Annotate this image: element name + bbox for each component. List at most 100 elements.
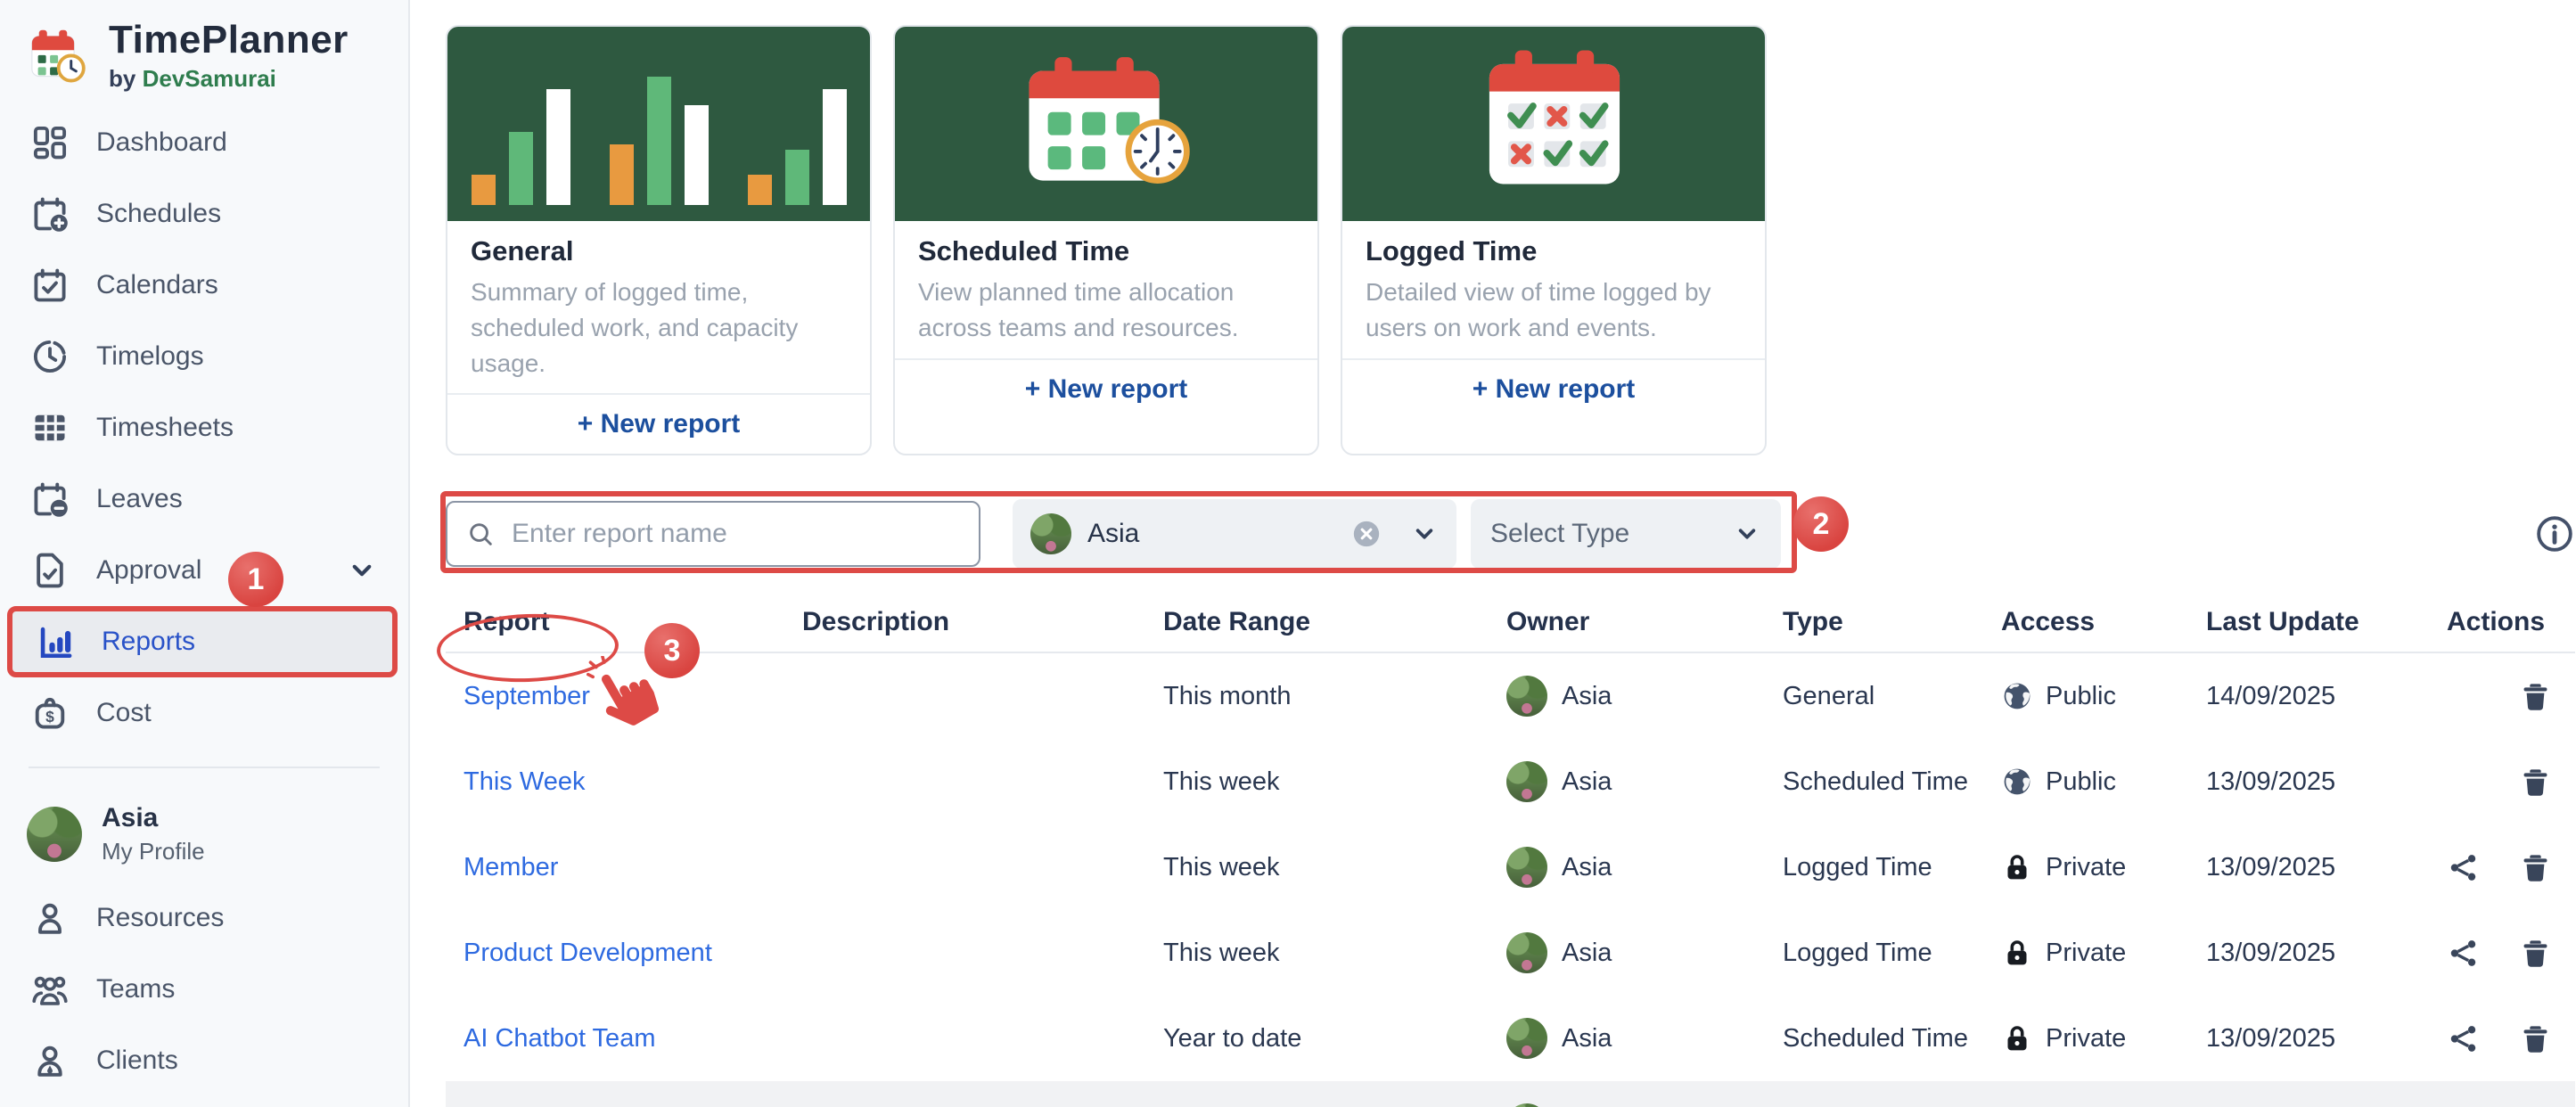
card-title: Logged Time [1366,235,1538,266]
access-label: Public [2046,767,2116,796]
sidebar-item-timesheets[interactable]: Timesheets [0,392,408,463]
sidebar-item-resources[interactable]: Resources [0,882,408,954]
sidebar-item-calendars[interactable]: Calendars [0,250,408,321]
col-report[interactable]: Report [464,607,550,637]
card-description: View planned time allocation across team… [918,278,1239,341]
annotation-step-2-badge: 2 [1793,496,1849,553]
lock-icon [2001,851,2033,883]
owner-avatar [1506,1103,1547,1107]
report-link[interactable]: Product Development [464,938,712,967]
owner-name: Asia [1562,1023,1612,1053]
table-row: September This month Asia General Privat… [446,1081,2575,1107]
report-link[interactable]: September [464,681,590,710]
owner-avatar [1506,761,1547,803]
share-icon[interactable] [2447,851,2480,884]
new-report-button[interactable]: + New report [572,408,746,440]
globe-icon [2001,680,2033,712]
last-update: 13/09/2025 [2206,767,2336,796]
sidebar-item-teams[interactable]: Teams [0,954,408,1025]
report-link[interactable]: AI Chatbot Team [464,1023,656,1053]
access-label: Private [2046,938,2127,967]
search-icon [465,519,496,549]
chevron-down-icon[interactable] [1733,520,1761,548]
app-logo: TimePlanner by DevSamurai [0,0,408,94]
trash-icon[interactable] [2519,680,2552,713]
trash-icon[interactable] [2519,1022,2552,1055]
secondary-nav: Resources Teams Clients [0,882,408,1096]
sidebar-item-approval[interactable]: Approval [0,535,408,606]
card-logged-time: Logged Time Detailed view of time logged… [1341,25,1767,456]
app-title: TimePlanner [109,18,349,62]
date-range: This week [1163,767,1280,796]
calendar-check-icon [30,266,70,305]
report-type: Logged Time [1783,938,1932,967]
report-search [446,501,980,568]
lock-icon [2001,937,2033,969]
profile-subtitle: My Profile [102,838,205,865]
owner-avatar [1506,932,1547,974]
filter-bar: Asia Select Type 2 [440,491,2575,574]
date-range: This month [1163,681,1292,710]
col-access[interactable]: Access [2001,607,2096,637]
dashboard-grid-icon [30,123,70,162]
search-input[interactable] [510,518,961,551]
access-label: Public [2046,681,2116,710]
clear-filter-icon[interactable] [1351,519,1382,549]
owner-filter-value: Asia [1087,519,1140,549]
table-header: Report Description Date Range Owner Type… [446,593,2575,654]
col-last-update[interactable]: Last Update [2206,607,2359,637]
col-owner[interactable]: Owner [1506,607,1590,637]
card-title: Scheduled Time [918,235,1130,266]
col-type[interactable]: Type [1783,607,1843,637]
globe-icon [2001,766,2033,798]
type-filter-select[interactable]: Select Type [1471,499,1781,570]
card-description: Summary of logged time, scheduled work, … [471,278,799,377]
lock-icon [2001,1022,2033,1054]
sidebar-item-clients[interactable]: Clients [0,1025,408,1096]
calendar-plus-icon [30,194,70,234]
owner-name: Asia [1562,852,1612,882]
sidebar-item-cost[interactable]: Cost [0,677,408,749]
trash-icon[interactable] [2519,937,2552,970]
reports-table: Report Description Date Range Owner Type… [446,593,2575,1107]
owner-name: Asia [1562,938,1612,967]
brand-name: DevSamurai [142,64,276,92]
annotation-step-1-badge: 1 [228,552,283,607]
calendar-clock-illustration [895,27,1317,221]
new-report-button[interactable]: + New report [1467,373,1641,406]
chevron-down-icon[interactable] [346,554,378,586]
sidebar-item-dashboard[interactable]: Dashboard [0,107,408,178]
owner-filter-select[interactable]: Asia [1013,499,1456,570]
date-range: Year to date [1163,1023,1302,1053]
share-icon[interactable] [2447,1022,2480,1055]
info-icon[interactable] [2534,513,2575,554]
sidebar-item-reports[interactable]: Reports [7,606,398,677]
col-description[interactable]: Description [802,607,950,637]
share-icon[interactable] [2447,937,2480,970]
chevron-down-icon[interactable] [1410,520,1439,548]
bar-chart-illustration [447,27,870,221]
sidebar-item-timelogs[interactable]: Timelogs [0,321,408,392]
report-link[interactable]: Member [464,852,559,882]
col-date-range[interactable]: Date Range [1163,607,1311,637]
sidebar-item-leaves[interactable]: Leaves [0,463,408,535]
last-update: 14/09/2025 [2206,681,2336,710]
table-row: This Week This week Asia Scheduled Time … [446,739,2575,824]
trash-icon[interactable] [2519,851,2552,884]
new-report-button[interactable]: + New report [1020,373,1194,406]
users-group-icon [30,970,70,1009]
table-row: AI Chatbot Team Year to date Asia Schedu… [446,996,2575,1081]
document-check-icon [30,551,70,590]
avatar [27,807,82,862]
report-type: General [1783,681,1875,710]
report-link[interactable]: This Week [464,767,586,796]
owner-name: Asia [1562,767,1612,796]
owner-name: Asia [1562,681,1612,710]
owner-avatar [1030,513,1071,555]
sidebar-item-schedules[interactable]: Schedules [0,178,408,250]
trash-icon[interactable] [2519,766,2552,799]
client-user-icon [30,1041,70,1080]
access-label: Private [2046,1023,2127,1053]
clock-icon [30,337,70,376]
user-profile[interactable]: Asia My Profile [0,786,408,882]
